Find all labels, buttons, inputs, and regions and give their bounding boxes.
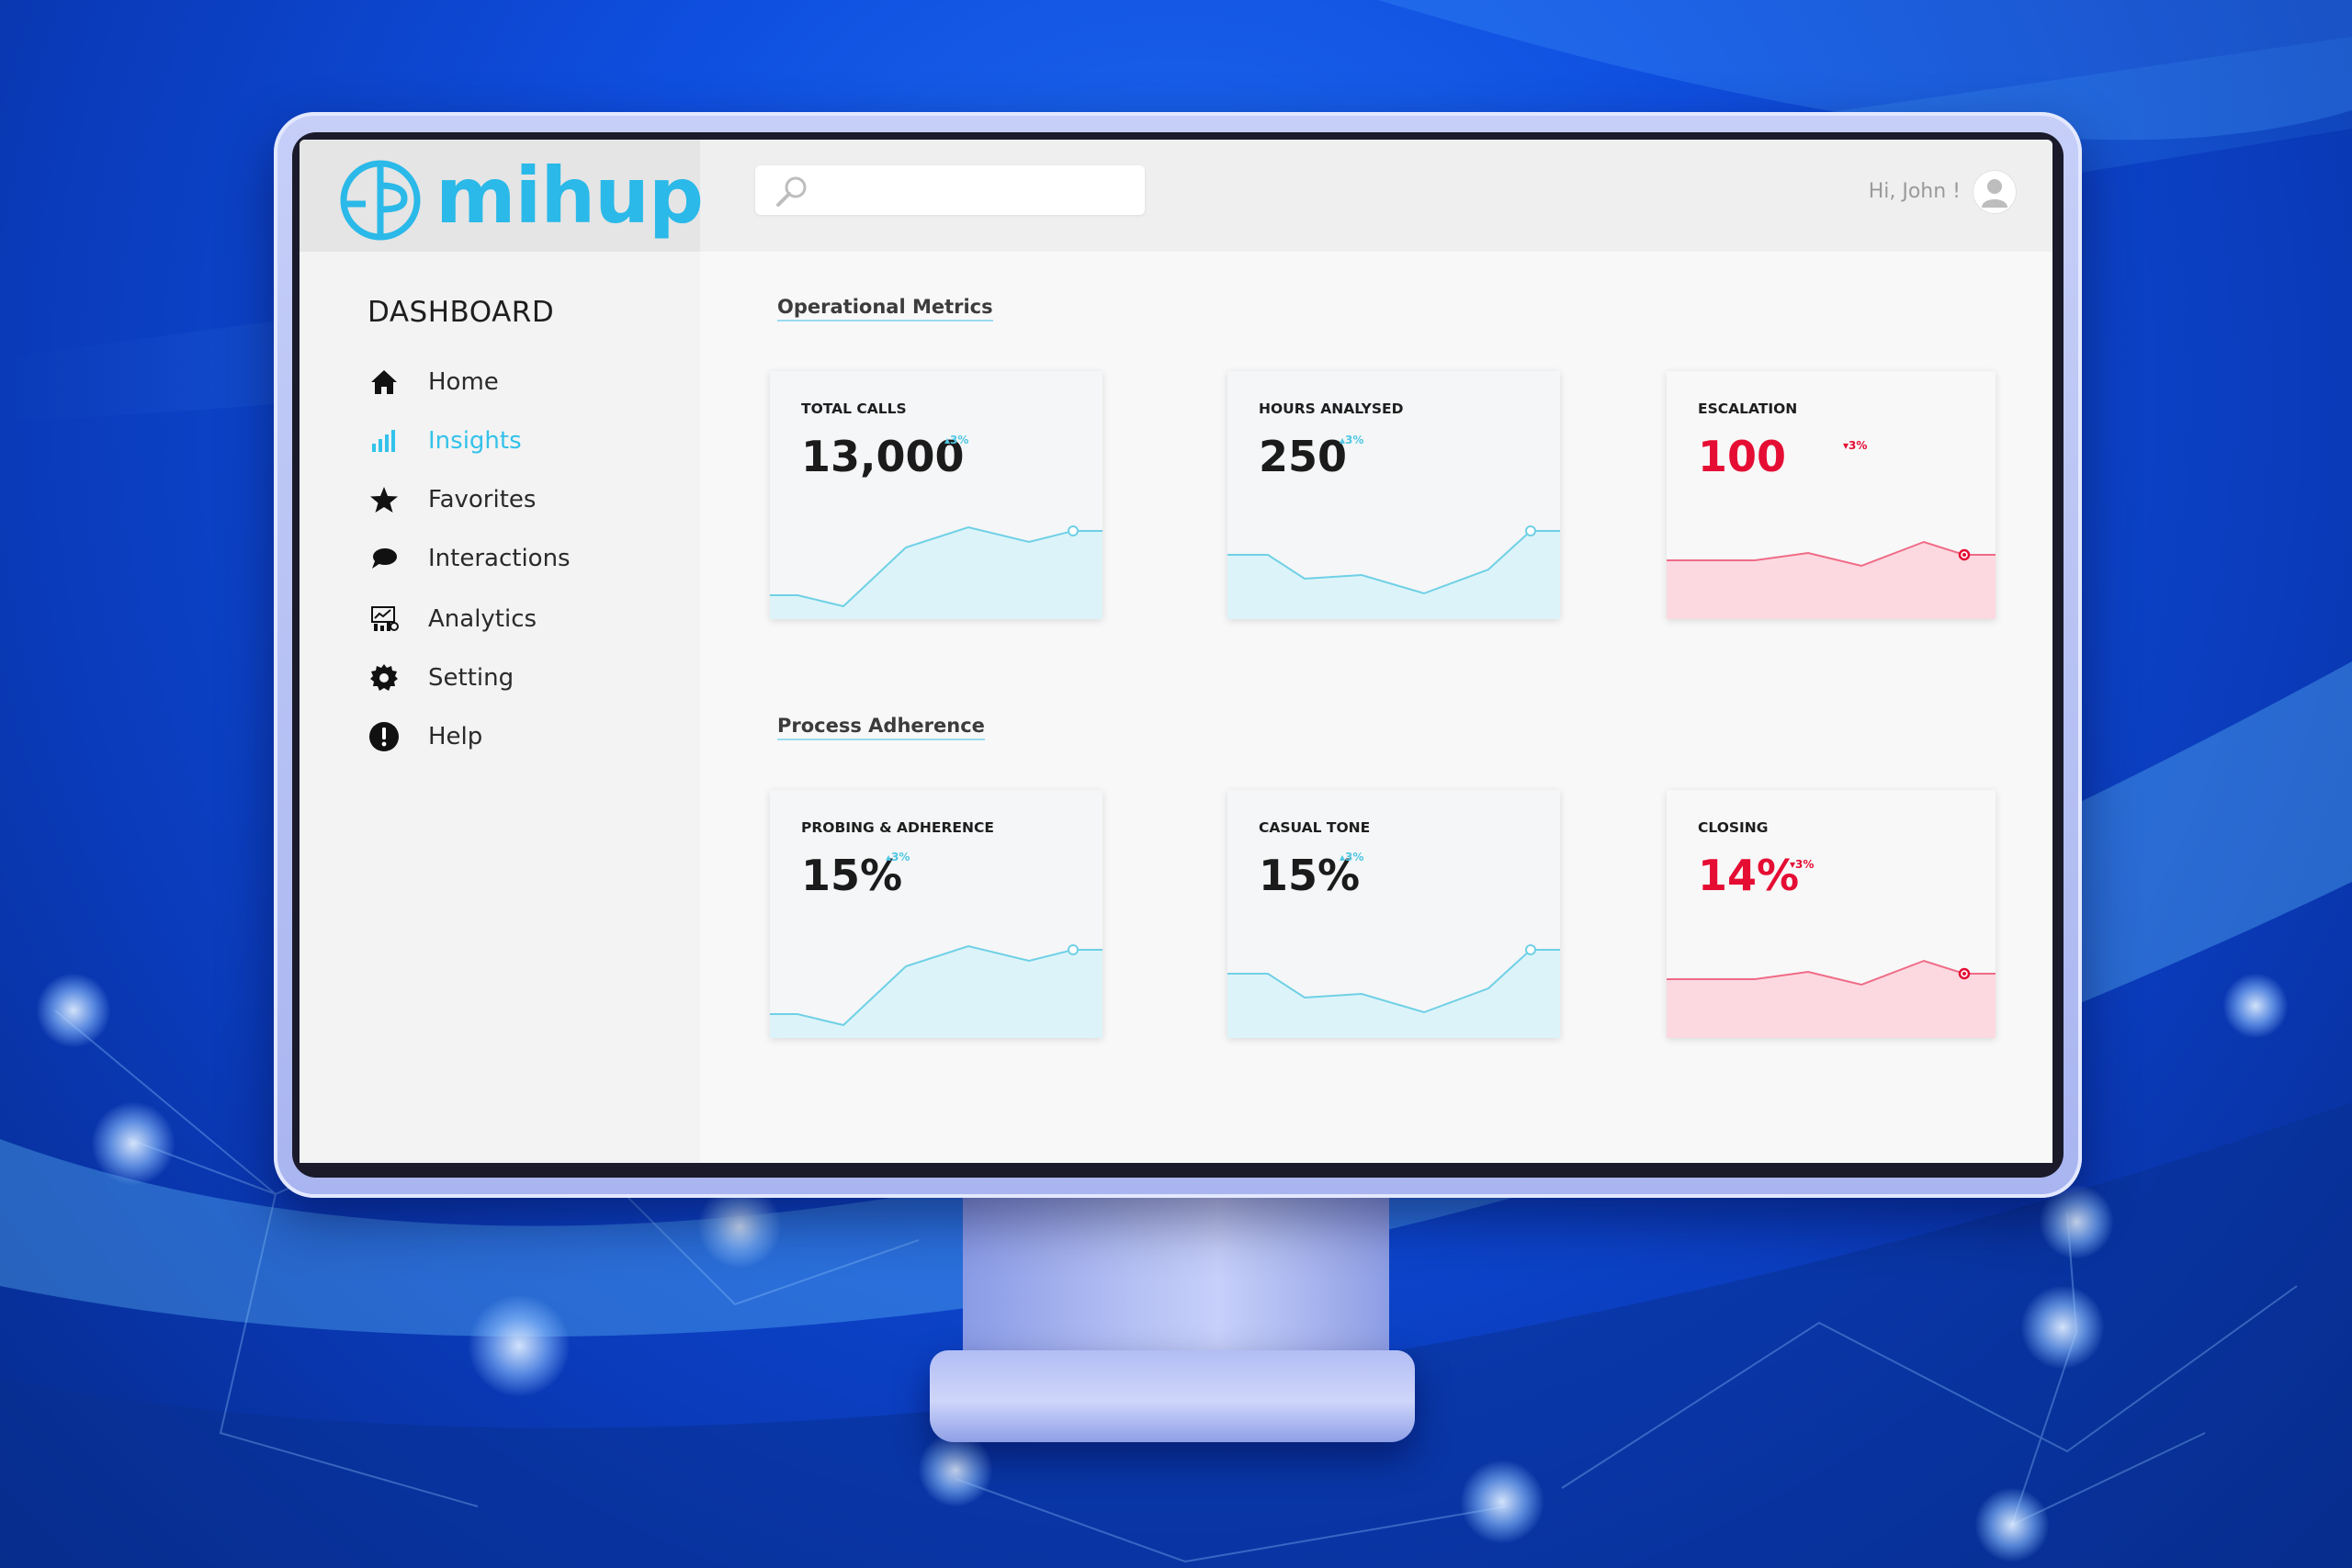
sidebar-item-label: Insights	[428, 427, 522, 455]
gear-icon	[368, 661, 401, 694]
card-title: HOURS ANALYSED	[1259, 400, 1404, 417]
logo-text: mihup	[435, 151, 704, 241]
monitor-frame: mihup Hi, John ! DASHBOARD	[274, 112, 2082, 1198]
card-delta: ▴3%	[1340, 851, 1363, 863]
sidebar-item-label: Interactions	[428, 545, 571, 572]
background-light-dot	[37, 974, 110, 1047]
search-icon	[776, 176, 807, 207]
card-value: 250	[1259, 432, 1348, 481]
sidebar-item-interactions[interactable]: Interactions	[368, 538, 571, 579]
main-content: Operational Metrics TOTAL CALLS 13,000 ▴…	[700, 252, 2052, 1163]
sparkline-chart	[1227, 525, 1560, 619]
sidebar-item-home[interactable]: Home	[368, 362, 499, 402]
screen: mihup Hi, John ! DASHBOARD	[300, 140, 2052, 1163]
metric-card-escalation[interactable]: ESCALATION 100 ▾3%	[1667, 371, 1996, 619]
card-delta-value: 3%	[891, 851, 910, 863]
sidebar-item-label: Home	[428, 368, 499, 396]
card-title: ESCALATION	[1698, 400, 1798, 417]
sidebar-item-analytics[interactable]: Analytics	[368, 599, 537, 639]
user-avatar-icon	[1982, 179, 2007, 208]
background-light-dot	[92, 1102, 175, 1185]
sparkline-chart	[1227, 944, 1560, 1038]
card-value: 15%	[1259, 851, 1361, 900]
top-bar: mihup Hi, John !	[300, 140, 2052, 252]
star-icon	[368, 483, 401, 516]
sidebar-item-label: Analytics	[428, 605, 537, 633]
card-delta: ▾3%	[1790, 858, 1814, 871]
sidebar: DASHBOARD Home Insights	[300, 252, 700, 1163]
sidebar-item-label: Setting	[428, 664, 514, 692]
user-greeting: Hi, John !	[1868, 180, 1961, 203]
trend-up-icon: ▴	[886, 851, 892, 863]
card-value: 100	[1698, 432, 1787, 481]
metric-card-hours-analysed[interactable]: HOURS ANALYSED 250 ▴3%	[1227, 371, 1560, 619]
card-title: TOTAL CALLS	[801, 400, 907, 417]
analytics-icon	[368, 603, 401, 636]
trend-up-icon: ▴	[1340, 851, 1346, 863]
sidebar-item-favorites[interactable]: Favorites	[368, 479, 536, 520]
sidebar-item-help[interactable]: Help	[368, 716, 482, 757]
card-delta-value: 3%	[1849, 439, 1868, 452]
background-light-dot	[469, 1295, 570, 1396]
background-light-dot	[2223, 974, 2288, 1038]
home-icon	[368, 366, 401, 399]
sidebar-item-insights[interactable]: Insights	[368, 421, 522, 461]
card-delta: ▴3%	[1340, 434, 1363, 446]
sidebar-item-setting[interactable]: Setting	[368, 658, 514, 698]
sidebar-item-label: Favorites	[428, 486, 537, 513]
section-title-operational-metrics[interactable]: Operational Metrics	[777, 296, 993, 321]
card-delta-value: 3%	[950, 434, 969, 446]
sparkline-chart	[1667, 959, 1996, 1038]
metric-card-closing[interactable]: CLOSING 14% ▾3%	[1667, 790, 1996, 1038]
trend-up-icon: ▴	[944, 434, 951, 446]
metric-card-casual-tone[interactable]: CASUAL TONE 15% ▴3%	[1227, 790, 1560, 1038]
search-input[interactable]	[755, 165, 1145, 215]
chat-bubble-icon	[368, 542, 401, 575]
alert-icon	[368, 720, 401, 753]
sparkline-chart	[770, 944, 1102, 1038]
card-title: PROBING & ADHERENCE	[801, 819, 994, 836]
card-delta-value: 3%	[1795, 858, 1815, 871]
background-light-dot	[1975, 1488, 2049, 1562]
section-title-process-adherence[interactable]: Process Adherence	[777, 715, 985, 740]
background-light-dot	[2040, 1185, 2113, 1258]
card-delta: ▾3%	[1843, 439, 1867, 452]
background-light-dot	[1461, 1461, 1544, 1543]
background-light-dot	[698, 1185, 781, 1268]
monitor-stand-base	[930, 1350, 1415, 1442]
card-delta-value: 3%	[1345, 851, 1364, 863]
trend-down-icon: ▾	[1843, 439, 1849, 452]
sidebar-item-label: Help	[428, 723, 483, 750]
sparkline-chart	[770, 525, 1102, 619]
card-title: CLOSING	[1698, 819, 1769, 836]
sparkline-chart	[1667, 540, 1996, 619]
card-delta: ▴3%	[944, 434, 968, 446]
trend-down-icon: ▾	[1790, 858, 1796, 871]
logo-icon	[340, 160, 421, 241]
logo-area[interactable]: mihup	[300, 140, 704, 252]
metric-card-total-calls[interactable]: TOTAL CALLS 13,000 ▴3%	[770, 371, 1102, 619]
sidebar-title: DASHBOARD	[368, 296, 555, 329]
metric-card-probing-adherence[interactable]: PROBING & ADHERENCE 15% ▴3%	[770, 790, 1102, 1038]
card-delta-value: 3%	[1345, 434, 1364, 446]
card-title: CASUAL TONE	[1259, 819, 1371, 836]
card-value: 14%	[1698, 851, 1800, 900]
background-light-dot	[919, 1433, 992, 1506]
background-light-dot	[2021, 1286, 2104, 1369]
bar-chart-icon	[368, 424, 401, 457]
card-delta: ▴3%	[886, 851, 910, 863]
trend-up-icon: ▴	[1340, 434, 1346, 446]
card-value: 15%	[801, 851, 903, 900]
card-value: 13,000	[801, 432, 965, 481]
avatar[interactable]	[1973, 171, 2016, 213]
